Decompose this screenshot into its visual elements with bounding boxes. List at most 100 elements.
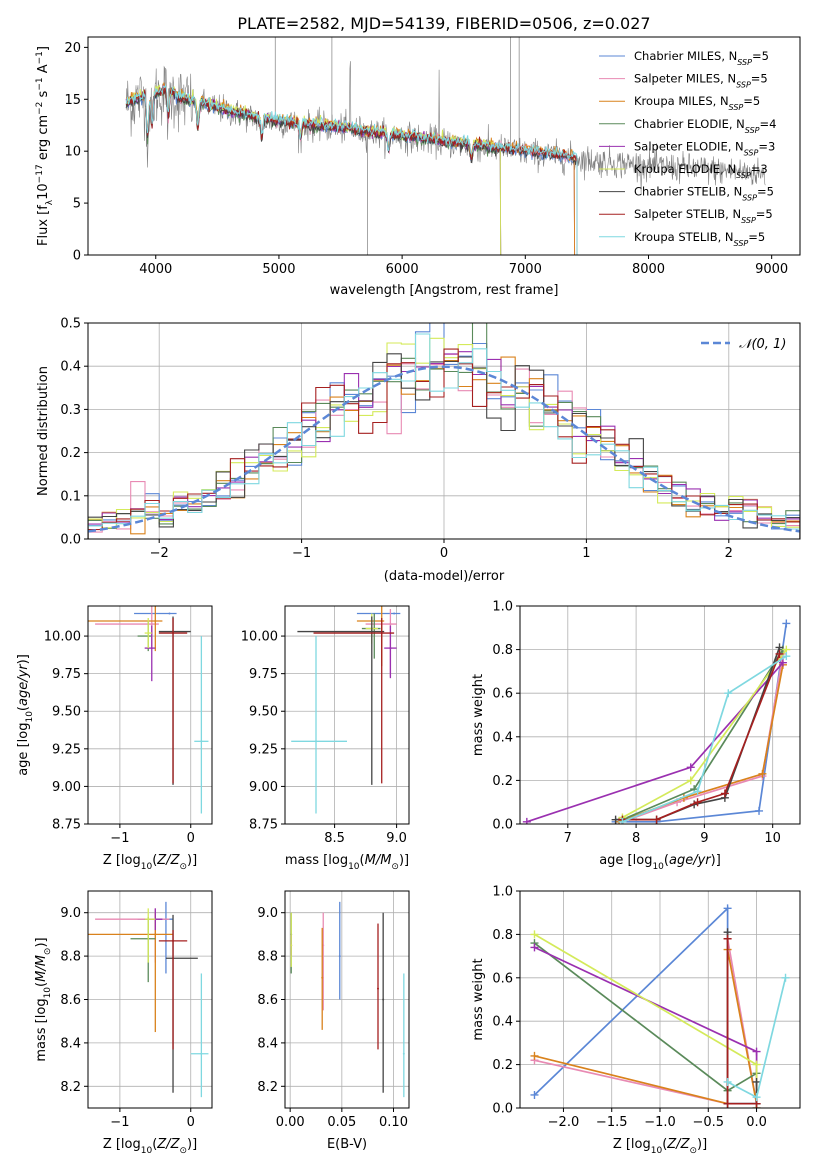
x-tick-label: 6000: [386, 262, 419, 277]
y-tick-label: 0.4: [492, 730, 513, 745]
y-tick-label: 5: [73, 197, 81, 212]
x-tick-label: −1.0: [644, 1115, 676, 1130]
x-tick-label: 1: [582, 546, 590, 561]
weight-marker: [530, 1090, 539, 1099]
y-tick-label: 0.3: [60, 403, 81, 418]
weight-marker: [723, 1099, 732, 1108]
x-tick-label: 0.0: [746, 1115, 767, 1130]
y-tick-label: 0: [73, 249, 81, 264]
weight-marker: [724, 689, 733, 698]
x-tick-label: 9: [700, 831, 708, 846]
weight-marker: [522, 817, 531, 824]
weight-marker: [686, 776, 695, 785]
data-point: [168, 612, 171, 615]
weight-marker: [782, 652, 791, 661]
model-spectrum-6: [125, 84, 502, 255]
weight-line-9: [622, 655, 787, 823]
x-tick-label: 5000: [262, 262, 295, 277]
weight-marker: [618, 817, 627, 824]
y-tick-label: 0.0: [60, 533, 81, 548]
weight-marker: [652, 815, 661, 824]
panel-weight-vs-age: 7 8 9 10 0.0 0.2 0.4 0.6 0.8 1.0 age [log10(age/yr…: [471, 600, 801, 872]
data-point: [389, 623, 392, 626]
data-point: [200, 1052, 203, 1055]
model-spectrum-4: [125, 87, 502, 255]
x-tick-label: 0.05: [327, 1115, 356, 1130]
y-tick-label: 9.25: [249, 742, 278, 757]
x-tick-label: 2: [725, 546, 733, 561]
y-tick-label: 8.2: [60, 1080, 81, 1095]
x-tick-label: 8.5: [324, 831, 345, 846]
weight-marker: [778, 658, 787, 667]
figure-title: PLATE=2582, MJD=54139, FIBERID=0506, z=0…: [237, 14, 650, 33]
weight-marker: [723, 1077, 732, 1086]
x-tick-label: 8000: [632, 262, 665, 277]
data-point: [338, 955, 341, 958]
x-tick-label: 7: [564, 831, 572, 846]
x-axis-label: mass [log10(M/M⊙)]: [285, 853, 409, 872]
model-spectrum-7: [125, 87, 578, 255]
weight-marker: [758, 769, 767, 778]
data-point: [402, 1052, 405, 1055]
legend-entry: Salpeter ELODIE, NSSP=3: [634, 139, 775, 157]
y-axis-label: Flux [fλ10−17 erg cm−2 s−1 A−1]: [35, 46, 55, 246]
y-axis-label: Normed distribution: [36, 366, 51, 496]
panel-spectrum: 4000 5000 6000 7000 8000 9000 0 5 10 15 20 waveleng…: [35, 36, 801, 298]
model-spectrum-2: [125, 83, 576, 255]
y-tick-label: 0.6: [492, 687, 513, 702]
residual-histogram-9: [88, 333, 800, 539]
weight-marker: [720, 789, 729, 798]
y-tick-label: 8.75: [249, 818, 278, 833]
axes-frame: [87, 605, 213, 825]
weight-marker: [775, 649, 784, 658]
x-tick-label: 0: [187, 831, 195, 846]
data-point: [321, 976, 324, 979]
panel-mass-vs-Z: −1 0 8.2 8.4 8.6 8.8 9.0 Z [log10(Z/Z⊙)] mass [l…: [34, 890, 213, 1156]
weight-marker: [530, 943, 539, 952]
x-tick-label: 0: [187, 1115, 195, 1130]
y-tick-label: 9.50: [249, 705, 278, 720]
axes-frame: [87, 36, 801, 256]
legend-entry: Kroupa ELODIE, NSSP=3: [634, 162, 768, 180]
weight-marker: [723, 904, 732, 913]
x-tick-label: 10: [764, 831, 781, 846]
y-tick-label: 8.2: [257, 1080, 278, 1095]
y-tick-label: 0.0: [492, 818, 513, 833]
y-tick-label: 8.8: [257, 950, 278, 965]
panel-residuals: −2 −1 0 1 2 0.0 0.1 0.2 0.3 0.4 0.5 𝒩(0, 1) (data-mo…: [36, 317, 801, 584]
weight-marker: [755, 806, 764, 815]
data-point: [380, 632, 383, 635]
y-tick-label: 20: [64, 41, 81, 56]
weight-marker: [686, 763, 695, 772]
y-tick-label: 9.50: [52, 705, 81, 720]
legend-entry: 𝒩(0, 1): [739, 337, 786, 352]
data-point: [150, 647, 153, 650]
x-tick-label: 0: [440, 546, 448, 561]
y-tick-label: 9.00: [249, 780, 278, 795]
data-point: [315, 740, 317, 743]
weight-marker: [752, 1060, 761, 1069]
x-tick-label: −1: [292, 546, 311, 561]
x-tick-label: −2: [150, 546, 169, 561]
y-tick-label: 8.4: [257, 1036, 278, 1051]
y-tick-label: 8.6: [257, 993, 278, 1008]
data-point: [389, 647, 392, 650]
x-tick-label: 4000: [139, 262, 172, 277]
y-tick-label: 10.00: [241, 630, 278, 645]
model-spectrum-9: [125, 84, 578, 255]
y-tick-label: 8.4: [60, 1036, 81, 1051]
data-point: [150, 623, 153, 626]
x-tick-label: 9.0: [386, 831, 407, 846]
data-point: [147, 918, 150, 921]
weight-marker: [752, 1077, 761, 1086]
x-axis-label: E(B-V): [327, 1137, 367, 1152]
y-tick-label: 0.2: [492, 1058, 513, 1073]
legend-entry: Chabrier MILES, NSSP=5: [634, 49, 769, 67]
model-spectrum-1: [125, 87, 576, 255]
y-tick-label: 10: [64, 145, 81, 160]
weight-marker: [530, 930, 539, 939]
x-tick-label: −1: [110, 1115, 129, 1130]
weight-marker: [752, 1047, 761, 1056]
x-axis-label: Z [log10(Z/Z⊙)]: [103, 1137, 197, 1156]
